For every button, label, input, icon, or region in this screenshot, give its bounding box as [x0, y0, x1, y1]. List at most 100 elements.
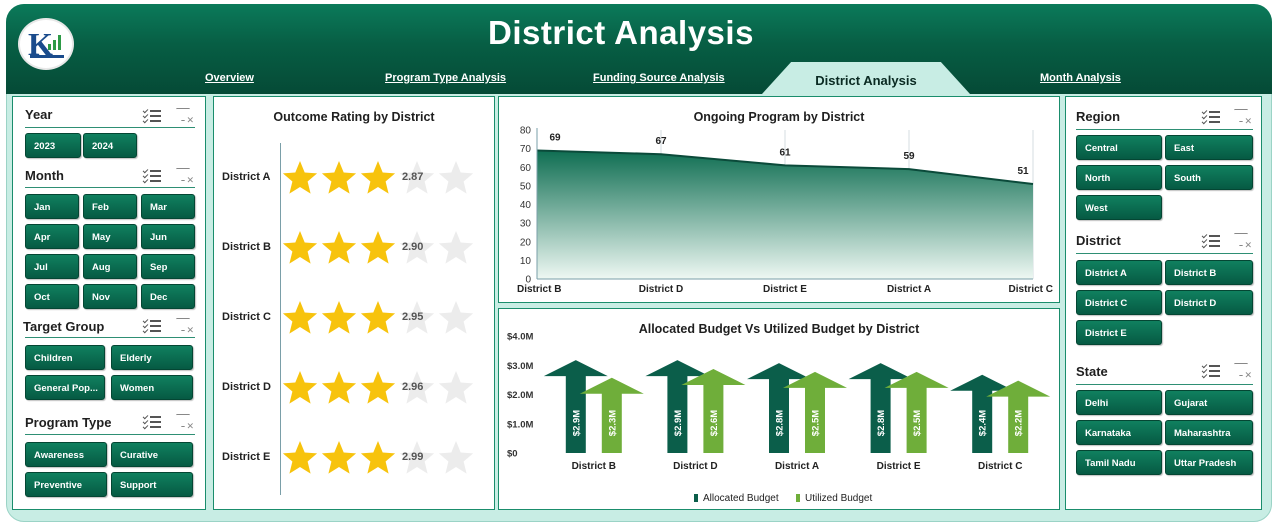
target-women-button[interactable]: Women	[111, 375, 193, 400]
month-jul-button[interactable]: Jul	[25, 254, 79, 279]
month-jan-button[interactable]: Jan	[25, 194, 79, 219]
state-karnataka-button[interactable]: Karnataka	[1076, 420, 1162, 445]
month-may-button[interactable]: May	[83, 224, 137, 249]
target-children-button[interactable]: Children	[25, 345, 105, 370]
month-oct-button[interactable]: Oct	[25, 284, 79, 309]
slicer-divider	[25, 434, 195, 435]
month-sep-button[interactable]: Sep	[141, 254, 195, 279]
legend-swatch	[694, 494, 698, 502]
district-a-button[interactable]: District A	[1076, 260, 1162, 285]
y-tick-label: 0	[525, 275, 531, 286]
month-dec-button[interactable]: Dec	[141, 284, 195, 309]
region-east-button[interactable]: East	[1165, 135, 1253, 160]
star-filled-icon	[321, 161, 357, 194]
tab-funding-source-analysis[interactable]: Funding Source Analysis	[593, 72, 725, 84]
star-filled-icon	[282, 441, 318, 474]
target-general-pop-button[interactable]: General Pop...	[25, 375, 105, 400]
clear-filter-icon[interactable]: ✕	[176, 414, 194, 431]
multi-select-icon[interactable]	[1201, 362, 1220, 379]
multi-select-icon[interactable]	[142, 317, 161, 334]
area-series-fill	[537, 150, 1033, 279]
slicer-divider	[1076, 129, 1253, 130]
left-slicer-panel: Year ✕ 2023 2024 Month ✕ Jan Feb Mar Apr…	[12, 96, 206, 510]
state-tamil-nadu-button[interactable]: Tamil Nadu	[1076, 450, 1162, 475]
x-tick-label: District A	[775, 461, 819, 472]
clear-filter-icon[interactable]: ✕	[176, 168, 194, 185]
utilized-budget-arrow	[579, 377, 644, 453]
clear-filter-icon[interactable]: ✕	[1234, 363, 1252, 380]
star-empty-icon	[399, 231, 435, 264]
state-delhi-button[interactable]: Delhi	[1076, 390, 1162, 415]
star-empty-icon	[438, 231, 474, 264]
target-elderly-button[interactable]: Elderly	[111, 345, 193, 370]
allocated-budget-arrow	[543, 360, 608, 453]
data-label: 59	[903, 151, 915, 162]
clear-filter-icon[interactable]: ✕	[1234, 109, 1252, 126]
region-south-button[interactable]: South	[1165, 165, 1253, 190]
star-empty-icon	[399, 161, 435, 194]
region-central-button[interactable]: Central	[1076, 135, 1162, 160]
tab-month-analysis[interactable]: Month Analysis	[1040, 72, 1121, 84]
month-feb-button[interactable]: Feb	[83, 194, 137, 219]
multi-select-icon[interactable]	[142, 167, 161, 184]
data-label: 67	[655, 136, 667, 147]
program-type-slicer-title: Program Type	[25, 415, 112, 430]
program-curative-button[interactable]: Curative	[111, 442, 193, 467]
data-label: $2.9M	[571, 410, 582, 436]
multi-select-icon[interactable]	[1201, 232, 1220, 249]
month-aug-button[interactable]: Aug	[83, 254, 137, 279]
multi-select-icon[interactable]	[142, 107, 161, 124]
star-filled-icon	[282, 301, 318, 334]
district-b-button[interactable]: District B	[1165, 260, 1253, 285]
data-label: $2.6M	[709, 410, 720, 436]
year-2023-button[interactable]: 2023	[25, 133, 81, 158]
month-nov-button[interactable]: Nov	[83, 284, 137, 309]
region-west-button[interactable]: West	[1076, 195, 1162, 220]
district-d-button[interactable]: District D	[1165, 290, 1253, 315]
rating-row: District D 2.96	[214, 369, 494, 419]
year-2024-button[interactable]: 2024	[83, 133, 137, 158]
clear-filter-icon[interactable]: ✕	[1234, 233, 1252, 250]
legend-label: Allocated Budget	[703, 493, 779, 504]
district-c-button[interactable]: District C	[1076, 290, 1162, 315]
data-label: $2.5M	[912, 410, 923, 436]
rating-value-label: 2.95	[402, 311, 424, 323]
target-group-slicer-title: Target Group	[23, 319, 105, 334]
clear-filter-icon[interactable]: ✕	[176, 108, 194, 125]
district-e-button[interactable]: District E	[1076, 320, 1162, 345]
data-label: $2.2M	[1014, 410, 1025, 436]
program-support-button[interactable]: Support	[111, 472, 193, 497]
y-tick-label: $4.0M	[507, 332, 533, 343]
rating-value-label: 2.87	[402, 171, 424, 183]
outcome-rating-panel: Outcome Rating by District District A 2.8…	[213, 96, 495, 510]
tab-program-type-analysis[interactable]: Program Type Analysis	[385, 72, 507, 84]
program-preventive-button[interactable]: Preventive	[25, 472, 107, 497]
month-jun-button[interactable]: Jun	[141, 224, 195, 249]
multi-select-icon[interactable]	[1201, 108, 1220, 125]
program-awareness-button[interactable]: Awareness	[25, 442, 107, 467]
x-tick-label: District D	[639, 284, 683, 295]
clear-filter-icon[interactable]: ✕	[176, 318, 194, 335]
data-label: $2.9M	[673, 410, 684, 436]
region-north-button[interactable]: North	[1076, 165, 1162, 190]
header-bar: K District Analysis	[6, 4, 1272, 94]
data-label: $2.3M	[607, 410, 618, 436]
district-slicer-title: District	[1076, 233, 1121, 248]
star-filled-icon	[282, 231, 318, 264]
month-mar-button[interactable]: Mar	[141, 194, 195, 219]
y-tick-label: $0	[507, 449, 518, 460]
multi-select-icon[interactable]	[142, 413, 161, 430]
state-uttar-pradesh-button[interactable]: Uttar Pradesh	[1165, 450, 1253, 475]
state-maharashtra-button[interactable]: Maharashtra	[1165, 420, 1253, 445]
rating-row: District E 2.99	[214, 439, 494, 489]
tab-overview[interactable]: Overview	[205, 72, 254, 84]
y-tick-label: 20	[520, 237, 532, 248]
month-apr-button[interactable]: Apr	[25, 224, 79, 249]
star-empty-icon	[438, 371, 474, 404]
data-label: 69	[549, 132, 561, 143]
state-slicer-title: State	[1076, 364, 1108, 379]
data-label: $2.5M	[811, 410, 822, 436]
star-empty-icon	[438, 441, 474, 474]
tab-district-analysis[interactable]: District Analysis	[762, 62, 970, 94]
state-gujarat-button[interactable]: Gujarat	[1165, 390, 1253, 415]
